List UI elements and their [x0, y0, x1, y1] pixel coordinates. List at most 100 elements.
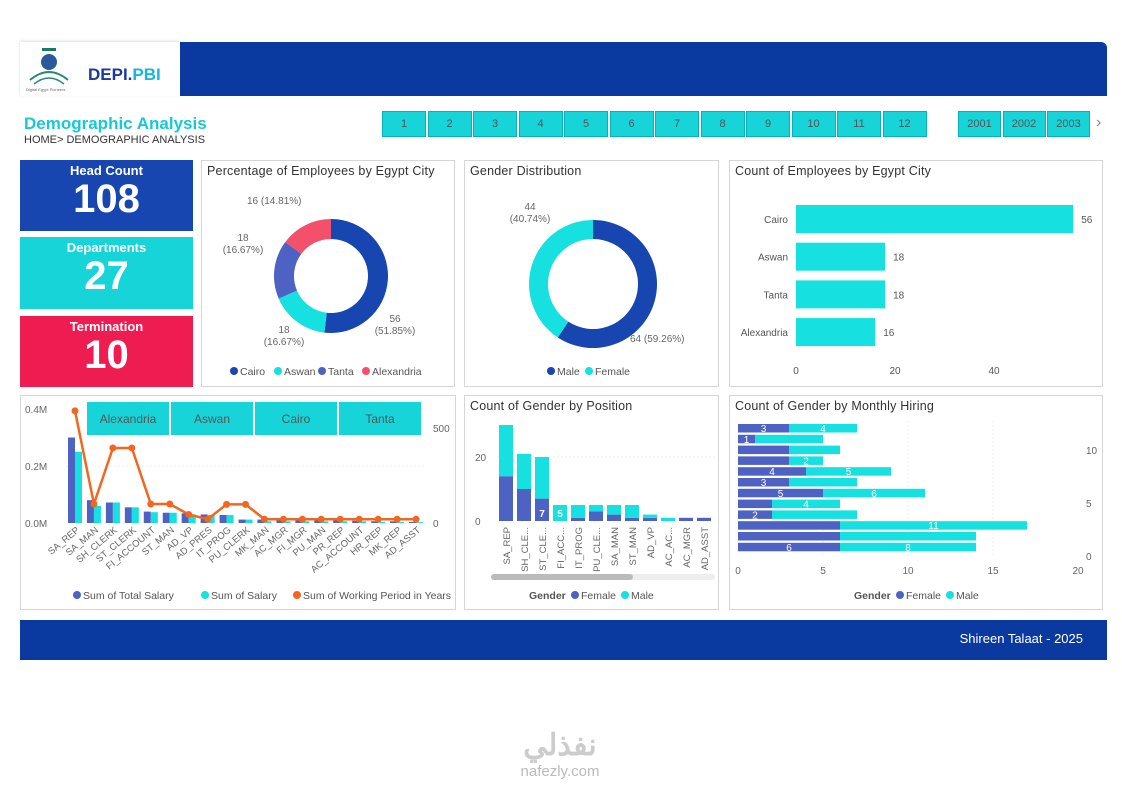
month-button-2[interactable]: 2	[427, 111, 472, 137]
category-label: SA_MAN	[610, 527, 621, 566]
y2-tick: 0	[433, 519, 439, 530]
bar-cairo	[796, 205, 1074, 233]
month-button-1[interactable]: 1	[382, 111, 426, 137]
bar-salary-sa_man	[93, 505, 101, 523]
bar-female	[738, 456, 789, 465]
bar-salary-it_prog	[226, 515, 234, 523]
bar-salary-mk_man	[264, 521, 272, 523]
data-label: 4	[769, 467, 775, 478]
month-button-3[interactable]: 3	[473, 111, 517, 137]
bar-total-salary-ad_vp	[181, 513, 189, 523]
kpi-value: 10	[84, 333, 129, 377]
legend-label: Aswan	[284, 366, 316, 378]
year-button-2002[interactable]: 2002	[1002, 111, 1046, 137]
bar-male	[661, 517, 675, 521]
legend-label: Tanta	[328, 366, 354, 378]
bar-total-salary-sa_man	[86, 500, 94, 523]
month-button-4[interactable]: 4	[518, 111, 563, 137]
kpi-label: Termination	[69, 319, 144, 334]
bar-male	[625, 505, 639, 518]
slice-aswan	[278, 290, 327, 333]
category-label: AD_VP	[646, 527, 657, 558]
bar-female	[738, 499, 772, 509]
month-button-6[interactable]: 6	[609, 111, 654, 137]
month-button-7[interactable]: 7	[655, 111, 699, 137]
legend-marker-sum of salary	[201, 591, 209, 599]
legend-label: Female	[906, 590, 941, 602]
breadcrumb[interactable]: HOME> DEMOGRAPHIC ANALYSIS	[24, 134, 206, 146]
data-label: 8	[905, 543, 911, 554]
kpi-head-count: Head Count 108	[20, 160, 193, 231]
chart-title: Percentage of Employees by Egypt City	[207, 164, 435, 178]
legend-label: Sum of Total Salary	[83, 590, 175, 602]
category-label: Aswan	[758, 253, 788, 264]
data-label-male: 64 (59.26%)	[630, 334, 684, 345]
legend-label: Male	[557, 366, 580, 378]
legend-title: Gender	[854, 590, 891, 602]
month-button-8[interactable]: 8	[700, 111, 745, 137]
bar-salary-ad_asst	[416, 522, 424, 523]
line-point	[166, 500, 174, 508]
y-tick: 5	[1086, 499, 1092, 510]
category-label: SA_REP	[502, 527, 513, 565]
bar-female	[738, 445, 789, 455]
scrollbar-thumb[interactable]	[491, 574, 633, 580]
city-count-bar-chart: Cairo 56 Aswan 18 Tanta 18 Alexandria 16 0 20 40 Co…	[729, 160, 1103, 387]
watermark-arabic: نفذلي	[523, 729, 597, 762]
line-point	[393, 515, 401, 523]
bar-total-salary-ac_mgr	[276, 519, 284, 523]
legend-label: Male	[956, 590, 979, 602]
data-label: 2	[803, 456, 809, 467]
month-button-12[interactable]: 12	[882, 111, 927, 137]
bar-female	[607, 514, 621, 521]
category-label: AC_AC...	[664, 527, 675, 567]
bar-male	[840, 542, 976, 552]
month-button-11[interactable]: 11	[837, 111, 881, 137]
bar-salary-fi_account	[150, 512, 158, 523]
month-button-5[interactable]: 5	[564, 111, 608, 137]
y2-tick: 500	[433, 424, 450, 435]
slice-female	[529, 220, 593, 338]
year-button-2001[interactable]: 2001	[958, 111, 1001, 137]
year-button-2003[interactable]: 2003	[1047, 111, 1090, 137]
bar-male	[806, 467, 891, 476]
x-tick: 20	[1072, 566, 1084, 577]
city-slicer-tanta[interactable]: Tanta	[339, 402, 422, 435]
x-tick: 10	[902, 566, 914, 577]
data-label-cairo: 56	[389, 314, 401, 325]
bar-total-salary-fi_account	[143, 511, 151, 523]
legend-title: Gender	[529, 590, 566, 602]
legend-marker-aswan	[274, 367, 282, 375]
chart-title: Count of Gender by Position	[470, 399, 633, 413]
data-label: 3	[761, 424, 767, 435]
x-tick: 0	[735, 566, 741, 577]
city-slicer-alexandria[interactable]: Alexandria	[87, 402, 170, 435]
depi-logo-icon: Digital Egypt Pioneers	[26, 48, 69, 92]
line-point	[185, 510, 193, 518]
legend-marker-female	[585, 367, 593, 375]
line-point	[298, 515, 306, 523]
city-slicer-cairo[interactable]: Cairo	[255, 402, 338, 435]
data-label: 56	[1081, 215, 1093, 226]
page-title: Demographic Analysis	[24, 114, 207, 133]
bar-salary-sh_clerk	[112, 502, 120, 523]
line-point	[336, 515, 344, 523]
x-tick: 20	[889, 366, 901, 377]
month-button-9[interactable]: 9	[746, 111, 790, 137]
legend-label: Female	[581, 590, 616, 602]
line-point	[317, 515, 325, 523]
bar-male	[789, 445, 840, 455]
bar-male	[589, 505, 603, 512]
legend-marker-cairo	[230, 367, 238, 375]
bar-female	[589, 511, 603, 521]
month-button-10[interactable]: 10	[791, 111, 836, 137]
legend-label: Male	[631, 590, 654, 602]
city-slicer-aswan[interactable]: Aswan	[171, 402, 254, 435]
kpi-departments: Departments 27	[20, 237, 193, 309]
salary-combo-chart: 0.0M 0.2M 0.4M 0 500 SA_REP SA_MAN SH_CLERK ST_C…	[20, 395, 456, 610]
bar-male	[840, 532, 976, 541]
chevron-right-icon[interactable]: ›	[1096, 114, 1102, 131]
bar-total-salary-sa_rep	[68, 437, 75, 523]
data-label-cairo: (51.85%)	[375, 326, 416, 337]
legend-marker-male	[621, 591, 629, 599]
